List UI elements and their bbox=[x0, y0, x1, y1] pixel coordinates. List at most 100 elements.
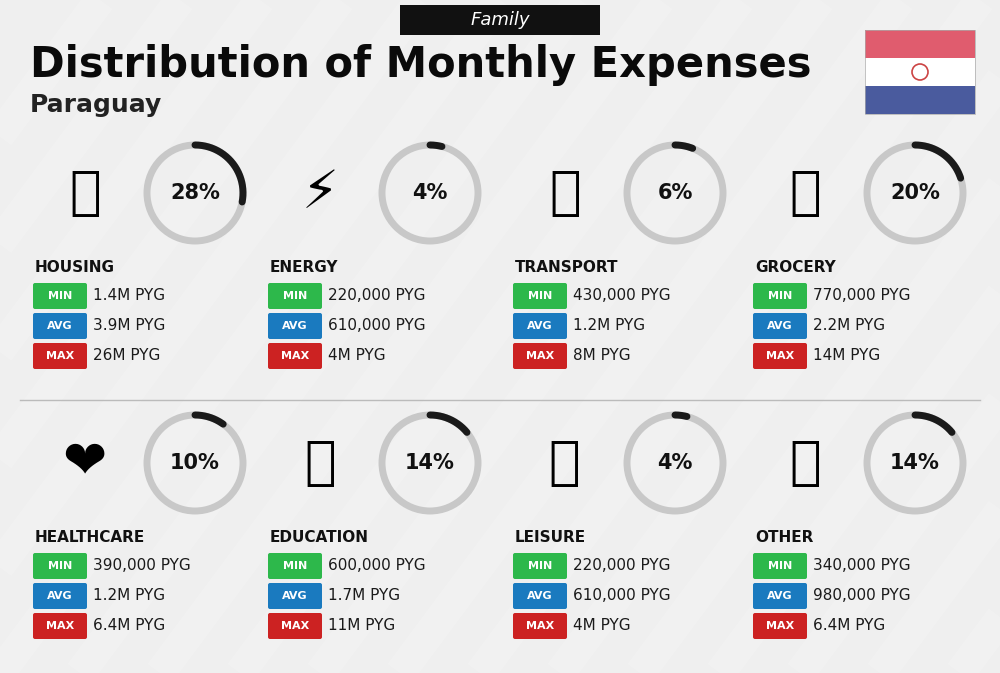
Text: MAX: MAX bbox=[526, 621, 554, 631]
Text: 4%: 4% bbox=[412, 183, 448, 203]
Text: TRANSPORT: TRANSPORT bbox=[515, 260, 618, 275]
Text: 770,000 PYG: 770,000 PYG bbox=[813, 289, 910, 304]
Text: 14%: 14% bbox=[405, 453, 455, 473]
FancyBboxPatch shape bbox=[33, 343, 87, 369]
Text: 🛍️: 🛍️ bbox=[549, 437, 581, 489]
FancyBboxPatch shape bbox=[33, 613, 87, 639]
Text: AVG: AVG bbox=[282, 321, 308, 331]
Text: 980,000 PYG: 980,000 PYG bbox=[813, 588, 911, 604]
Text: 340,000 PYG: 340,000 PYG bbox=[813, 559, 911, 573]
FancyBboxPatch shape bbox=[268, 283, 322, 309]
Text: MAX: MAX bbox=[281, 351, 309, 361]
Text: 🎓: 🎓 bbox=[304, 437, 336, 489]
Text: EDUCATION: EDUCATION bbox=[270, 530, 369, 545]
Text: 20%: 20% bbox=[890, 183, 940, 203]
Text: 🚌: 🚌 bbox=[549, 167, 581, 219]
Text: AVG: AVG bbox=[282, 591, 308, 601]
Text: ENERGY: ENERGY bbox=[270, 260, 338, 275]
FancyBboxPatch shape bbox=[513, 343, 567, 369]
Text: 11M PYG: 11M PYG bbox=[328, 618, 395, 633]
FancyBboxPatch shape bbox=[513, 613, 567, 639]
Text: MAX: MAX bbox=[46, 621, 74, 631]
FancyBboxPatch shape bbox=[33, 553, 87, 579]
FancyBboxPatch shape bbox=[513, 553, 567, 579]
Text: 220,000 PYG: 220,000 PYG bbox=[573, 559, 670, 573]
FancyBboxPatch shape bbox=[268, 553, 322, 579]
Text: 6%: 6% bbox=[657, 183, 693, 203]
Text: MAX: MAX bbox=[766, 621, 794, 631]
Text: 4M PYG: 4M PYG bbox=[573, 618, 631, 633]
Text: MIN: MIN bbox=[528, 291, 552, 301]
FancyBboxPatch shape bbox=[513, 283, 567, 309]
Text: 1.2M PYG: 1.2M PYG bbox=[573, 318, 645, 334]
Text: 1.2M PYG: 1.2M PYG bbox=[93, 588, 165, 604]
FancyBboxPatch shape bbox=[753, 343, 807, 369]
Text: 220,000 PYG: 220,000 PYG bbox=[328, 289, 426, 304]
Text: ⚡: ⚡ bbox=[302, 167, 338, 219]
FancyBboxPatch shape bbox=[268, 613, 322, 639]
FancyBboxPatch shape bbox=[865, 58, 975, 86]
Text: 3.9M PYG: 3.9M PYG bbox=[93, 318, 165, 334]
Text: AVG: AVG bbox=[47, 591, 73, 601]
Text: 14%: 14% bbox=[890, 453, 940, 473]
Text: 600,000 PYG: 600,000 PYG bbox=[328, 559, 426, 573]
Text: MIN: MIN bbox=[528, 561, 552, 571]
Text: LEISURE: LEISURE bbox=[515, 530, 586, 545]
FancyBboxPatch shape bbox=[268, 313, 322, 339]
Text: 4%: 4% bbox=[657, 453, 693, 473]
FancyBboxPatch shape bbox=[33, 283, 87, 309]
Text: 1.4M PYG: 1.4M PYG bbox=[93, 289, 165, 304]
Text: 4M PYG: 4M PYG bbox=[328, 349, 386, 363]
FancyBboxPatch shape bbox=[33, 313, 87, 339]
Text: 10%: 10% bbox=[170, 453, 220, 473]
Text: 🏢: 🏢 bbox=[69, 167, 101, 219]
FancyBboxPatch shape bbox=[753, 583, 807, 609]
Text: MIN: MIN bbox=[768, 561, 792, 571]
Text: OTHER: OTHER bbox=[755, 530, 813, 545]
Text: AVG: AVG bbox=[767, 591, 793, 601]
Text: HOUSING: HOUSING bbox=[35, 260, 115, 275]
Text: 1.7M PYG: 1.7M PYG bbox=[328, 588, 400, 604]
Text: Distribution of Monthly Expenses: Distribution of Monthly Expenses bbox=[30, 44, 812, 86]
FancyBboxPatch shape bbox=[753, 613, 807, 639]
Text: 8M PYG: 8M PYG bbox=[573, 349, 631, 363]
Text: AVG: AVG bbox=[767, 321, 793, 331]
Text: MIN: MIN bbox=[768, 291, 792, 301]
Text: 28%: 28% bbox=[170, 183, 220, 203]
Text: Family: Family bbox=[470, 11, 530, 29]
Text: MAX: MAX bbox=[46, 351, 74, 361]
FancyBboxPatch shape bbox=[400, 5, 600, 35]
FancyBboxPatch shape bbox=[865, 30, 975, 58]
Text: AVG: AVG bbox=[527, 321, 553, 331]
Text: MIN: MIN bbox=[283, 291, 307, 301]
FancyBboxPatch shape bbox=[753, 283, 807, 309]
FancyBboxPatch shape bbox=[865, 86, 975, 114]
FancyBboxPatch shape bbox=[753, 553, 807, 579]
Text: MIN: MIN bbox=[48, 561, 72, 571]
Text: MAX: MAX bbox=[766, 351, 794, 361]
Text: MAX: MAX bbox=[281, 621, 309, 631]
FancyBboxPatch shape bbox=[268, 583, 322, 609]
Text: GROCERY: GROCERY bbox=[755, 260, 836, 275]
Text: MIN: MIN bbox=[48, 291, 72, 301]
Text: 🛒: 🛒 bbox=[789, 167, 821, 219]
Text: 610,000 PYG: 610,000 PYG bbox=[328, 318, 426, 334]
Text: 6.4M PYG: 6.4M PYG bbox=[813, 618, 885, 633]
Text: HEALTHCARE: HEALTHCARE bbox=[35, 530, 145, 545]
Text: AVG: AVG bbox=[47, 321, 73, 331]
Text: Paraguay: Paraguay bbox=[30, 93, 162, 117]
FancyBboxPatch shape bbox=[268, 343, 322, 369]
FancyBboxPatch shape bbox=[513, 313, 567, 339]
Text: 390,000 PYG: 390,000 PYG bbox=[93, 559, 191, 573]
Text: 💰: 💰 bbox=[789, 437, 821, 489]
Text: 26M PYG: 26M PYG bbox=[93, 349, 160, 363]
Text: 2.2M PYG: 2.2M PYG bbox=[813, 318, 885, 334]
Text: 6.4M PYG: 6.4M PYG bbox=[93, 618, 165, 633]
Text: 14M PYG: 14M PYG bbox=[813, 349, 880, 363]
Text: 610,000 PYG: 610,000 PYG bbox=[573, 588, 671, 604]
Text: AVG: AVG bbox=[527, 591, 553, 601]
FancyBboxPatch shape bbox=[33, 583, 87, 609]
Text: MAX: MAX bbox=[526, 351, 554, 361]
FancyBboxPatch shape bbox=[513, 583, 567, 609]
Text: MIN: MIN bbox=[283, 561, 307, 571]
